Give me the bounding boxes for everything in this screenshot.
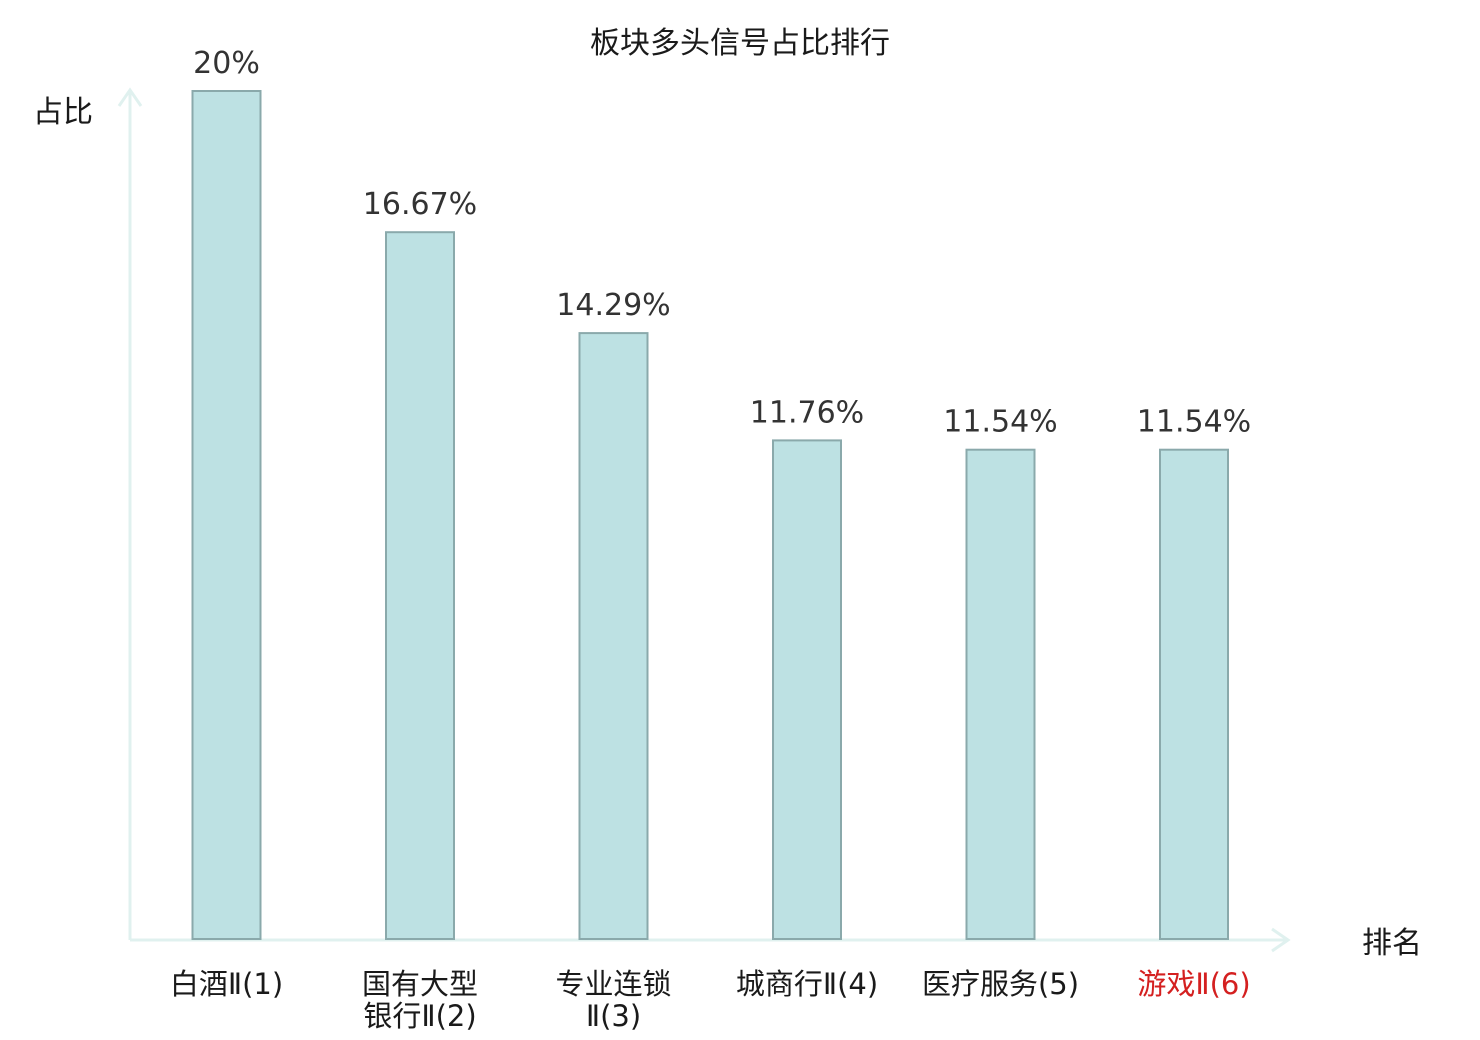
value-label-1: 20% [193, 46, 260, 81]
category-label-2: 国有大型银行Ⅱ(2) [362, 967, 478, 1033]
value-label-3: 14.29% [556, 288, 670, 323]
value-label-4: 11.76% [750, 395, 864, 430]
category-label-2-line-1: 国有大型 [362, 967, 478, 1001]
category-label-1: 白酒Ⅱ(1) [170, 967, 283, 1001]
axes [117, 87, 1291, 953]
bar-6 [1159, 448, 1229, 940]
bar-2 [385, 231, 455, 940]
category-label-3-line-2: Ⅱ(3) [586, 999, 641, 1033]
bar-4 [772, 439, 842, 940]
value-label-2: 16.67% [363, 187, 477, 222]
value-labels-group: 20% 16.67% 14.29% 11.76% 11.54% 11.54% [193, 46, 1251, 440]
category-label-1-line-1: 白酒Ⅱ(1) [170, 967, 283, 1001]
category-labels-group: 白酒Ⅱ(1) 国有大型银行Ⅱ(2) 专业连锁 Ⅱ(3) 城商行Ⅱ(4) 医疗服务(5) 游戏… [170, 967, 1251, 1033]
y-axis-label: 占比 [33, 95, 93, 130]
category-label-3-line-1: 专业连锁 [555, 967, 671, 1001]
bars-group [191, 90, 1229, 941]
category-label-4: 城商行Ⅱ(4) [736, 967, 878, 1001]
chart-title: 板块多头信号占比排行 [590, 26, 890, 61]
y-axis-arrow [117, 87, 143, 107]
bar-3 [578, 332, 649, 941]
bar-1 [191, 90, 262, 940]
bar-5 [965, 448, 1036, 940]
value-label-6: 11.54% [1137, 405, 1251, 440]
category-label-6-line-1: 游戏Ⅱ(6) [1137, 967, 1250, 1001]
category-label-3: 专业连锁 Ⅱ(3) [555, 967, 671, 1033]
category-label-5: 医疗服务(5) [922, 967, 1079, 1001]
x-axis-arrow [1271, 927, 1291, 953]
category-label-2-line-2: 银行Ⅱ(2) [363, 999, 476, 1033]
category-label-5-line-1: 医疗服务(5) [922, 967, 1079, 1001]
category-label-6: 游戏Ⅱ(6) [1137, 967, 1250, 1001]
value-label-5: 11.54% [943, 405, 1057, 440]
x-axis-label: 排名 [1362, 926, 1422, 961]
category-label-4-line-1: 城商行Ⅱ(4) [736, 967, 878, 1001]
